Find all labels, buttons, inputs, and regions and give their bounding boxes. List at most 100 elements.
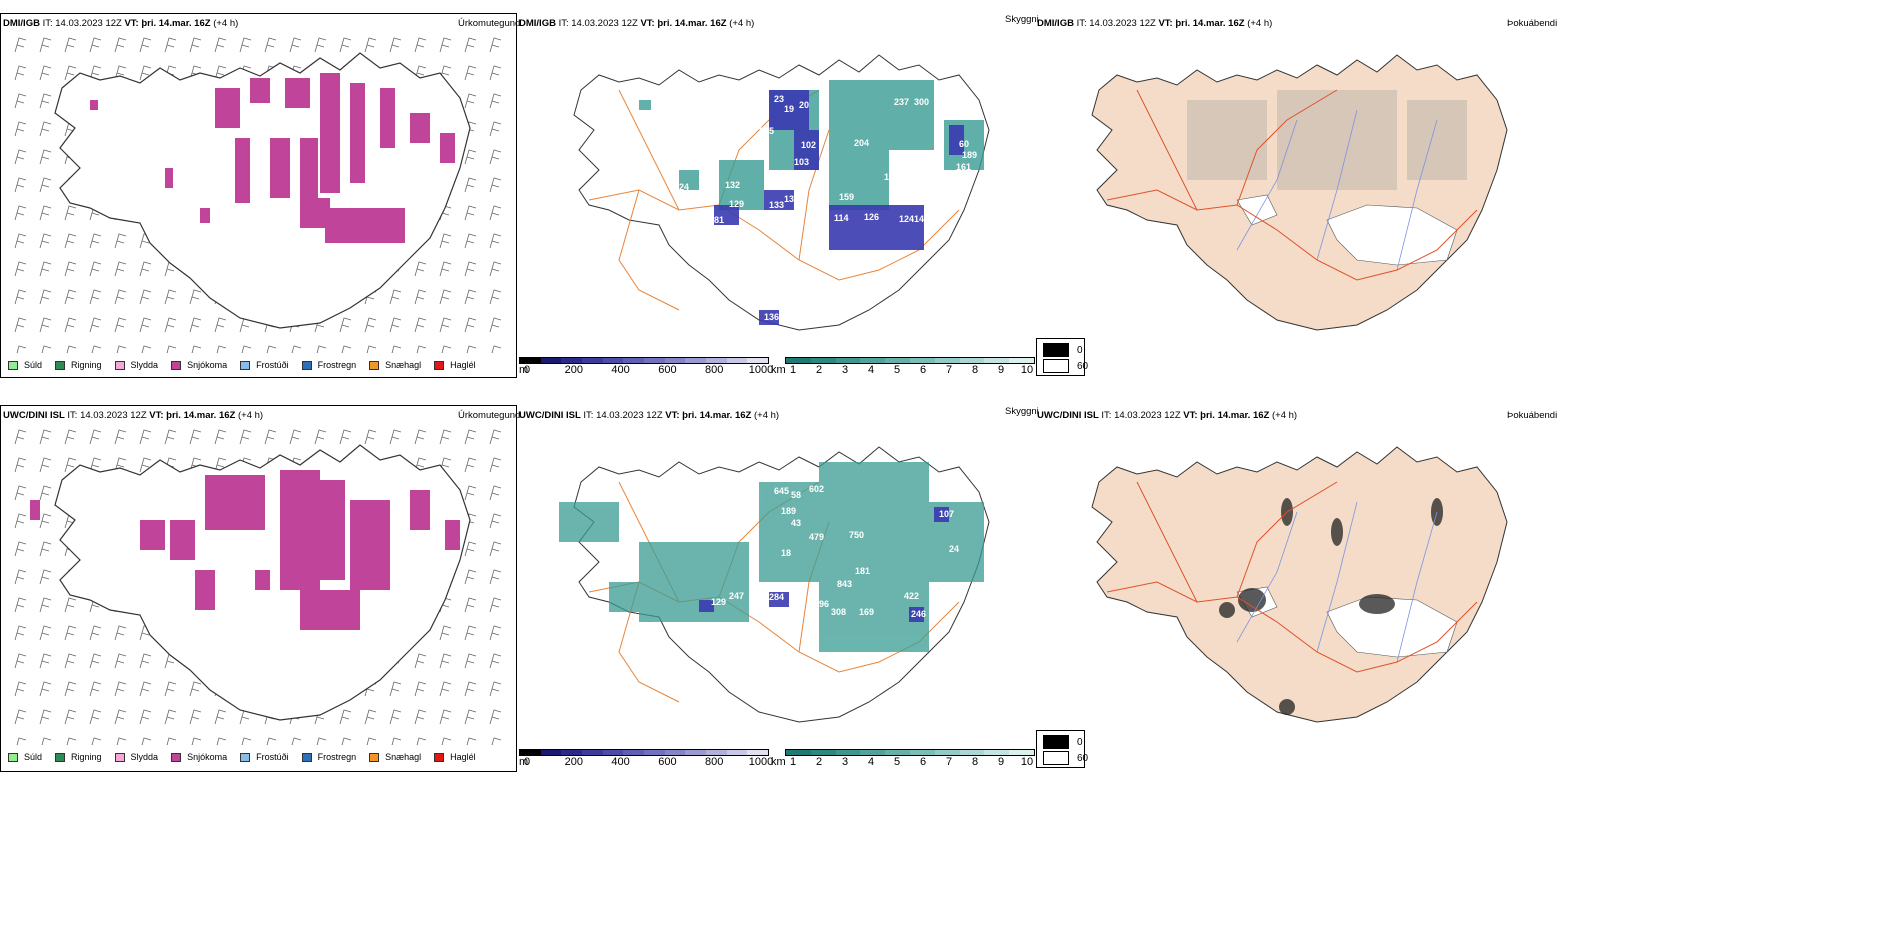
fog-title: Þokuábendi (1507, 18, 1558, 29)
model-name: UWC/DINI ISL (519, 410, 581, 421)
it-value: 14.03.2023 12Z (80, 410, 147, 421)
fog-swatch-black (1043, 343, 1069, 357)
wind-barb (464, 569, 477, 585)
cloud-title: Skyggni (1005, 406, 1039, 417)
lead-time: (+4 h) (729, 18, 755, 29)
colorbar-segment (747, 358, 769, 363)
colorbar-segment (726, 750, 748, 755)
colorbar-segment (561, 358, 583, 363)
wind-barb (39, 513, 52, 529)
colorbar-segment (706, 750, 727, 755)
wind-barb (391, 737, 402, 745)
rivers (1236, 501, 1438, 663)
wind-barb (16, 345, 27, 353)
fog-map (1091, 54, 1508, 331)
legend-label: Slydda (130, 752, 159, 762)
it-value: 14.03.2023 12Z (55, 18, 122, 29)
wind-barb (414, 429, 427, 445)
cloud-base-colorbar: m 0 200 400 600 800 1000 (519, 357, 773, 377)
wind-barb (14, 177, 27, 193)
wind-barb (489, 541, 502, 557)
wind-barb (464, 149, 477, 165)
precip-map (14, 429, 502, 745)
glaciers (1236, 194, 1458, 266)
wind-barb (139, 261, 152, 277)
wind-barb (214, 37, 227, 53)
wind-barb (41, 345, 52, 353)
wind-barb (341, 345, 352, 353)
colorbar-segment (726, 358, 748, 363)
colorbar-tick: 1000 (748, 756, 774, 768)
wind-barb (164, 37, 177, 53)
wind-barb (439, 709, 452, 725)
cloud-title: Skyggni (1005, 14, 1039, 25)
wind-barb (316, 345, 327, 353)
legend-swatch (55, 360, 66, 370)
wind-barb (414, 709, 427, 725)
legend-item: Snjókoma (171, 752, 227, 762)
colorbar-tick: 10 (1020, 364, 1034, 376)
wind-barb (414, 317, 427, 333)
wind-barb (416, 737, 427, 745)
wind-barb (489, 121, 502, 137)
precip-legend: Súld Rigning Slydda Snjókoma Frostúði Frostre… (8, 360, 489, 370)
wind-barb (464, 625, 477, 641)
wind-barb (14, 233, 27, 249)
precip-header: DMI/IGB IT: 14.03.2023 12Z VT: þri. 14.m… (3, 18, 238, 29)
cloud-base-label: 147 (914, 214, 929, 224)
colorbar-tick: 9 (997, 364, 1005, 376)
wind-barb (216, 737, 227, 745)
wind-barb (489, 177, 502, 193)
wind-barb (89, 709, 102, 725)
wind-barb (116, 737, 127, 745)
legend-item: Snjókoma (171, 360, 227, 370)
legend-label: Haglél (450, 360, 476, 370)
wind-barb (139, 317, 152, 333)
legend-label: Frostregn (317, 752, 357, 762)
colorbar-segment (909, 358, 935, 363)
wind-barb (14, 485, 27, 501)
wind-barb (214, 457, 227, 473)
it-label: IT: (558, 18, 569, 29)
model-name: DMI/IGB (3, 18, 40, 29)
wind-barb (464, 205, 477, 221)
colorbar-tick: 400 (611, 364, 630, 376)
cloud-base-label: 23 (774, 94, 784, 104)
wind-barb (464, 485, 477, 501)
wind-barb (466, 345, 477, 353)
wind-barb (464, 37, 477, 53)
fog-legend-row: 0 (1043, 343, 1083, 357)
wind-barb (216, 345, 227, 353)
wind-barb (14, 205, 27, 221)
wind-barb (339, 317, 352, 333)
colorbar-tick: 200 (564, 756, 583, 768)
colorbar-tick: 7 (945, 756, 953, 768)
wind-barb (314, 37, 327, 53)
cloud-base-label: 116 (809, 206, 824, 216)
wind-barb (41, 737, 52, 745)
wind-barb (39, 289, 52, 305)
colorbar-segment (835, 750, 861, 755)
cloud-base-ticks: 0 200 400 600 800 1000 (519, 364, 773, 376)
wind-barb (114, 625, 127, 641)
wind-barb (89, 681, 102, 697)
legend-item: Snæhagl (369, 360, 421, 370)
wind-barb (64, 457, 77, 473)
wind-barb (439, 653, 452, 669)
colorbar-tick: 400 (611, 756, 630, 768)
colorbar-segment (664, 358, 686, 363)
legend-item: Rigning (55, 752, 102, 762)
legend-item: Slydda (114, 752, 159, 762)
legend-swatch (8, 752, 18, 762)
visibility-bar (785, 749, 1035, 756)
wind-barb (64, 317, 77, 333)
wind-barb (114, 233, 127, 249)
wind-barb (389, 429, 402, 445)
wind-barb (439, 429, 452, 445)
cloud-base-colorbar: m 0 200 400 600 800 1000 (519, 749, 773, 769)
legend-item: Frostregn (301, 360, 356, 370)
legend-label: Snæhagl (385, 360, 422, 370)
it-value: 14.03.2023 12Z (571, 18, 638, 29)
wind-barb (414, 261, 427, 277)
